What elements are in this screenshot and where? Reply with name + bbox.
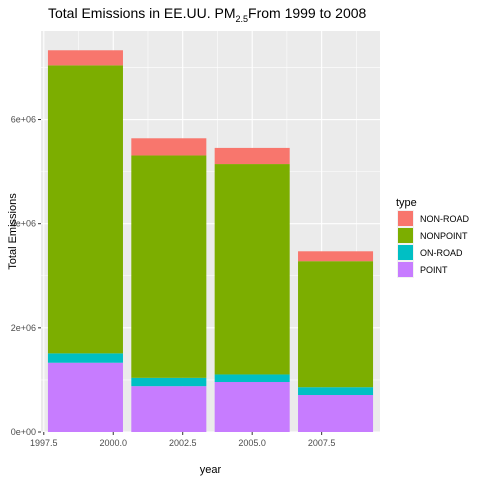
bar-segment-nonpoint-2002 [131,155,207,378]
y-axis: 0e+00 2e+06 4e+06 6e+06 [11,115,41,437]
bar-segment-on-road-2005 [214,374,290,383]
bar-segment-non-road-2002 [131,138,207,156]
legend-label-point: POINT [420,265,448,275]
x-axis: 1997.5 2000.0 2002.5 2005.0 2007.5 [30,432,335,448]
y-axis-title: Total Emissions [7,193,19,270]
legend-swatch-non-road [398,211,413,226]
bar-segment-non-road-2005 [214,147,290,165]
bar-segment-on-road-2008 [298,387,374,396]
legend-title: type [396,197,417,209]
bar-segment-nonpoint-2008 [298,261,374,388]
bar-segment-on-road-1999 [47,353,123,363]
x-tick-label: 2007.5 [308,438,336,448]
x-tick-label: 2002.5 [169,438,197,448]
legend-label-on-road: ON-ROAD [420,248,463,258]
bar-segment-nonpoint-2005 [214,164,290,375]
bars [47,50,374,432]
x-tick-label: 2005.0 [238,438,266,448]
x-axis-title: year [200,464,222,476]
chart-title: Total Emissions in EE.UU. PM2.5From 1999… [48,5,367,24]
y-tick-label: 2e+06 [11,323,36,333]
bar-segment-non-road-1999 [47,50,123,66]
bar-segment-non-road-2008 [298,251,374,262]
legend-swatch-point [398,262,413,277]
legend: type NON-ROAD NONPOINT ON-ROAD POINT [396,197,469,278]
title-prefix: Total Emissions in EE.UU. PM [48,5,236,21]
bar-segment-point-2008 [298,395,374,432]
legend-label-non-road: NON-ROAD [420,214,469,224]
y-tick-label: 4e+06 [11,219,36,229]
legend-swatch-nonpoint [398,228,413,243]
x-tick-label: 2000.0 [99,438,127,448]
bar-segment-point-2005 [214,382,290,432]
title-suffix: From 1999 to 2008 [248,5,367,21]
bar-segment-on-road-2002 [131,377,207,387]
title-subscript: 2.5 [236,14,249,24]
bar-segment-point-1999 [47,362,123,432]
legend-label-nonpoint: NONPOINT [420,231,468,241]
legend-swatch-on-road [398,245,413,260]
y-tick-label: 0e+00 [11,427,36,437]
x-tick-label: 1997.5 [30,438,58,448]
y-tick-label: 6e+06 [11,115,36,125]
bar-segment-point-2002 [131,386,207,432]
bar-segment-nonpoint-1999 [47,65,123,354]
